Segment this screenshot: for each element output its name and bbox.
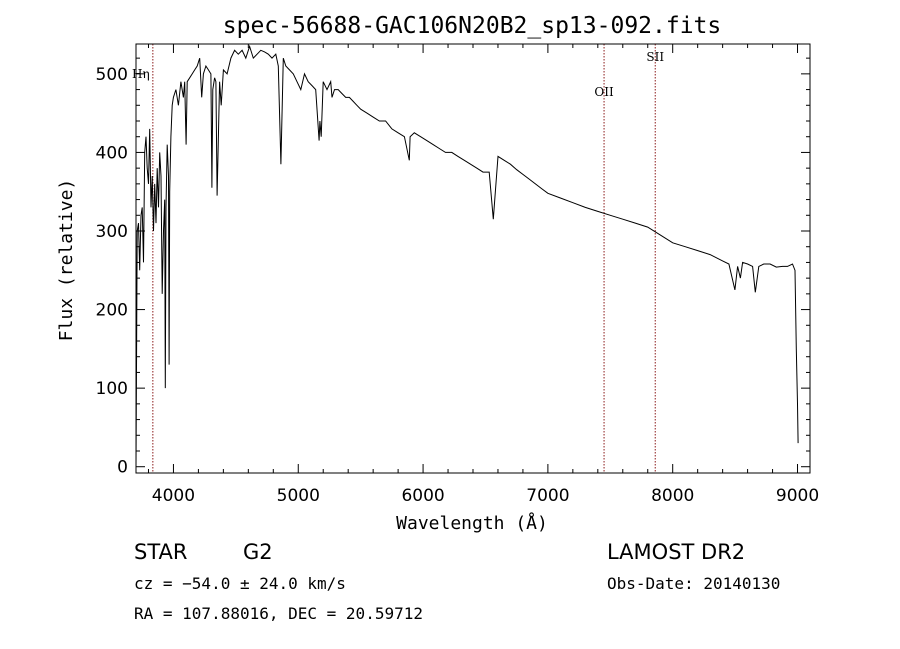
x-axis-label: Wavelength (Å) [396, 512, 548, 534]
y-axis: 0 100 200 300 400 500 [96, 57, 810, 478]
x-tick-label: 9000 [776, 486, 819, 506]
y-tick-label: 400 [96, 143, 128, 163]
y-tick-label: 100 [96, 379, 128, 399]
survey-name: LAMOST DR2 [607, 540, 746, 564]
spectral-line-label-1: OII [594, 85, 614, 99]
y-tick-label: 0 [117, 458, 128, 478]
observation-date: Obs-Date: 20140130 [607, 574, 781, 593]
x-tick-label: 7000 [526, 486, 569, 506]
coordinates: RA = 107.88016, DEC = 20.59712 [134, 604, 423, 623]
x-axis: 4000 5000 6000 7000 8000 9000 [147, 44, 819, 506]
y-tick-label: 500 [96, 65, 128, 85]
chart-title: spec-56688-GAC106N20B2_sp13-092.fits [223, 13, 722, 39]
y-axis-label: Flux (relative) [56, 179, 77, 342]
x-tick-label: 8000 [651, 486, 694, 506]
object-subclass: G2 [243, 540, 273, 564]
spectral-line-label-2: SII [646, 50, 664, 64]
spectrum-line [135, 44, 799, 467]
x-tick-label: 6000 [401, 486, 444, 506]
plot-frame [135, 43, 811, 474]
x-tick-label: 4000 [152, 486, 195, 506]
y-tick-label: 200 [96, 301, 128, 321]
object-class: STAR [134, 540, 188, 564]
redshift-cz: cz = −54.0 ± 24.0 km/s [134, 574, 346, 593]
y-tick-label: 300 [96, 222, 128, 242]
x-tick-label: 5000 [277, 486, 320, 506]
